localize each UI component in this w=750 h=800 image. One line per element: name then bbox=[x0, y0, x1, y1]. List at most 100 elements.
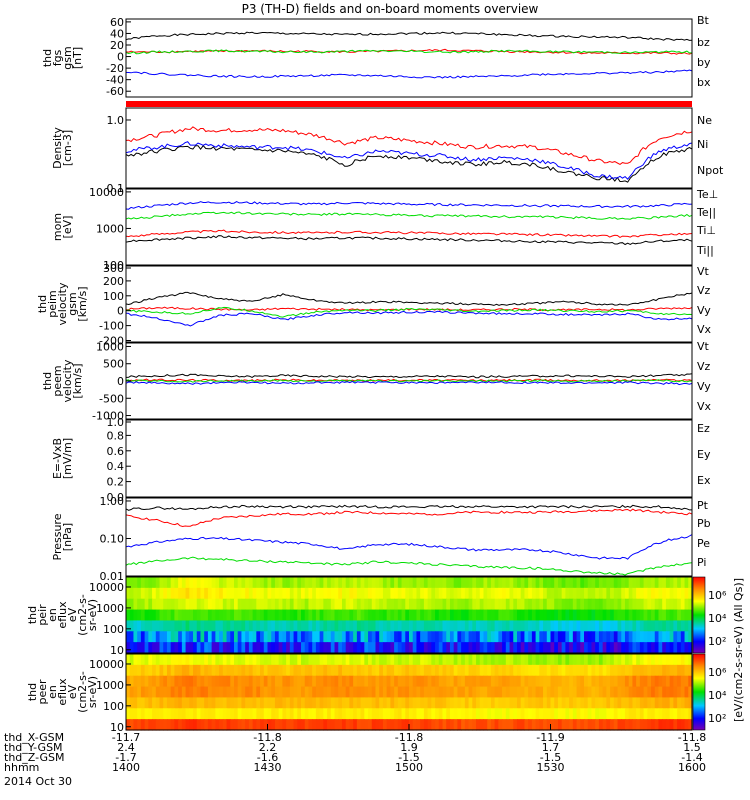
heatmap-cell bbox=[602, 631, 607, 643]
heatmap-cell bbox=[144, 631, 149, 643]
heatmap-cell bbox=[565, 577, 570, 589]
heatmap-cell bbox=[550, 598, 555, 611]
heatmap-cell bbox=[297, 664, 302, 677]
heatmap-cell bbox=[338, 642, 343, 654]
heatmap-cell bbox=[301, 577, 306, 589]
heatmap-cell bbox=[382, 708, 388, 720]
heatmap-cell bbox=[543, 642, 548, 654]
heatmap-cell bbox=[137, 654, 142, 666]
heatmap-cell bbox=[654, 719, 660, 731]
heatmap-cell bbox=[423, 686, 429, 699]
heatmap-cell bbox=[312, 577, 317, 589]
heatmap-cell bbox=[677, 642, 682, 654]
heatmap-cell bbox=[483, 620, 488, 632]
heatmap-cell bbox=[494, 686, 499, 699]
heatmap-cell bbox=[617, 708, 622, 720]
y-axis-label: [nT] bbox=[71, 47, 84, 69]
heatmap-cell bbox=[245, 719, 250, 731]
heatmap-cell bbox=[494, 609, 499, 622]
heatmap-cell bbox=[409, 609, 414, 622]
heatmap-cell bbox=[621, 708, 626, 720]
heatmap-cell bbox=[457, 631, 462, 643]
heatmap-cell bbox=[382, 686, 388, 699]
heatmap-cell bbox=[129, 609, 135, 622]
heatmap-cell bbox=[621, 587, 626, 600]
heatmap-cell bbox=[576, 631, 581, 643]
heatmap-cell bbox=[386, 587, 391, 600]
heatmap-cell bbox=[341, 620, 347, 632]
heatmap-cell bbox=[580, 587, 585, 600]
heatmap-cell bbox=[356, 654, 362, 666]
heatmap-cell bbox=[304, 686, 310, 699]
heatmap-cell bbox=[557, 664, 563, 677]
heatmap-cell bbox=[200, 664, 205, 677]
heatmap-cell bbox=[472, 664, 477, 677]
heatmap-cell bbox=[595, 654, 600, 666]
heatmap-cell bbox=[613, 654, 619, 666]
heatmap-cell bbox=[636, 642, 641, 654]
series-te-line bbox=[125, 229, 693, 238]
heatmap-cell bbox=[241, 609, 246, 622]
heatmap-cell bbox=[688, 708, 693, 720]
heatmap-cell bbox=[569, 686, 574, 699]
heatmap-cell bbox=[412, 708, 418, 720]
heatmap-cell bbox=[204, 697, 209, 709]
heatmap-cell bbox=[282, 631, 287, 643]
heatmap-cell bbox=[248, 697, 254, 709]
heatmap-cell bbox=[490, 631, 496, 643]
heatmap-cell bbox=[327, 708, 332, 720]
heatmap-cell bbox=[543, 675, 548, 688]
heatmap-cell bbox=[531, 577, 537, 589]
heatmap-cell bbox=[505, 620, 511, 632]
heatmap-cell bbox=[174, 631, 179, 643]
heatmap-cell bbox=[543, 686, 548, 699]
heatmap-cell bbox=[301, 708, 306, 720]
heatmap-cell bbox=[368, 654, 373, 666]
heatmap-cell bbox=[528, 577, 533, 589]
heatmap-cell bbox=[263, 697, 269, 709]
heatmap-cell bbox=[401, 642, 406, 654]
heatmap-cell bbox=[211, 654, 216, 666]
heatmap-cell bbox=[662, 719, 667, 731]
heatmap-cell bbox=[382, 675, 388, 688]
heatmap-cell bbox=[435, 577, 440, 589]
heatmap-cell bbox=[219, 631, 224, 643]
heatmap-cell bbox=[282, 664, 287, 677]
heatmap-cell bbox=[196, 577, 202, 589]
heatmap-cell bbox=[554, 598, 559, 611]
heatmap-cell bbox=[159, 642, 164, 654]
y-tick-label: -1000 bbox=[92, 410, 124, 423]
heatmap-cell bbox=[647, 577, 652, 589]
heatmap-cell bbox=[129, 675, 135, 688]
heatmap-cell bbox=[651, 697, 656, 709]
heatmap-cell bbox=[289, 587, 295, 600]
heatmap-cell bbox=[602, 697, 607, 709]
heatmap-cell bbox=[651, 708, 656, 720]
heatmap-cell bbox=[260, 609, 265, 622]
heatmap-cell bbox=[561, 620, 566, 632]
y-tick-label: 10000 bbox=[89, 658, 124, 671]
heatmap-cell bbox=[267, 642, 272, 654]
heatmap-cell bbox=[394, 620, 399, 632]
heatmap-cell bbox=[233, 697, 239, 709]
heatmap-cell bbox=[651, 686, 656, 699]
heatmap-cell bbox=[565, 598, 570, 611]
heatmap-cell bbox=[252, 609, 257, 622]
heatmap-cell bbox=[684, 697, 689, 709]
heatmap-cell bbox=[237, 664, 243, 677]
heatmap-cell bbox=[461, 642, 466, 654]
heatmap-cell bbox=[621, 577, 626, 589]
heatmap-cell bbox=[274, 664, 280, 677]
heatmap-cell bbox=[516, 654, 522, 666]
heatmap-cell bbox=[591, 654, 596, 666]
heatmap-cell bbox=[528, 697, 533, 709]
heatmap-cell bbox=[442, 654, 447, 666]
heatmap-cell bbox=[461, 654, 466, 666]
heatmap-cell bbox=[185, 587, 190, 600]
heatmap-cell bbox=[490, 664, 496, 677]
heatmap-cell bbox=[584, 675, 589, 688]
series-pi-line bbox=[125, 534, 693, 560]
heatmap-cell bbox=[137, 719, 142, 731]
